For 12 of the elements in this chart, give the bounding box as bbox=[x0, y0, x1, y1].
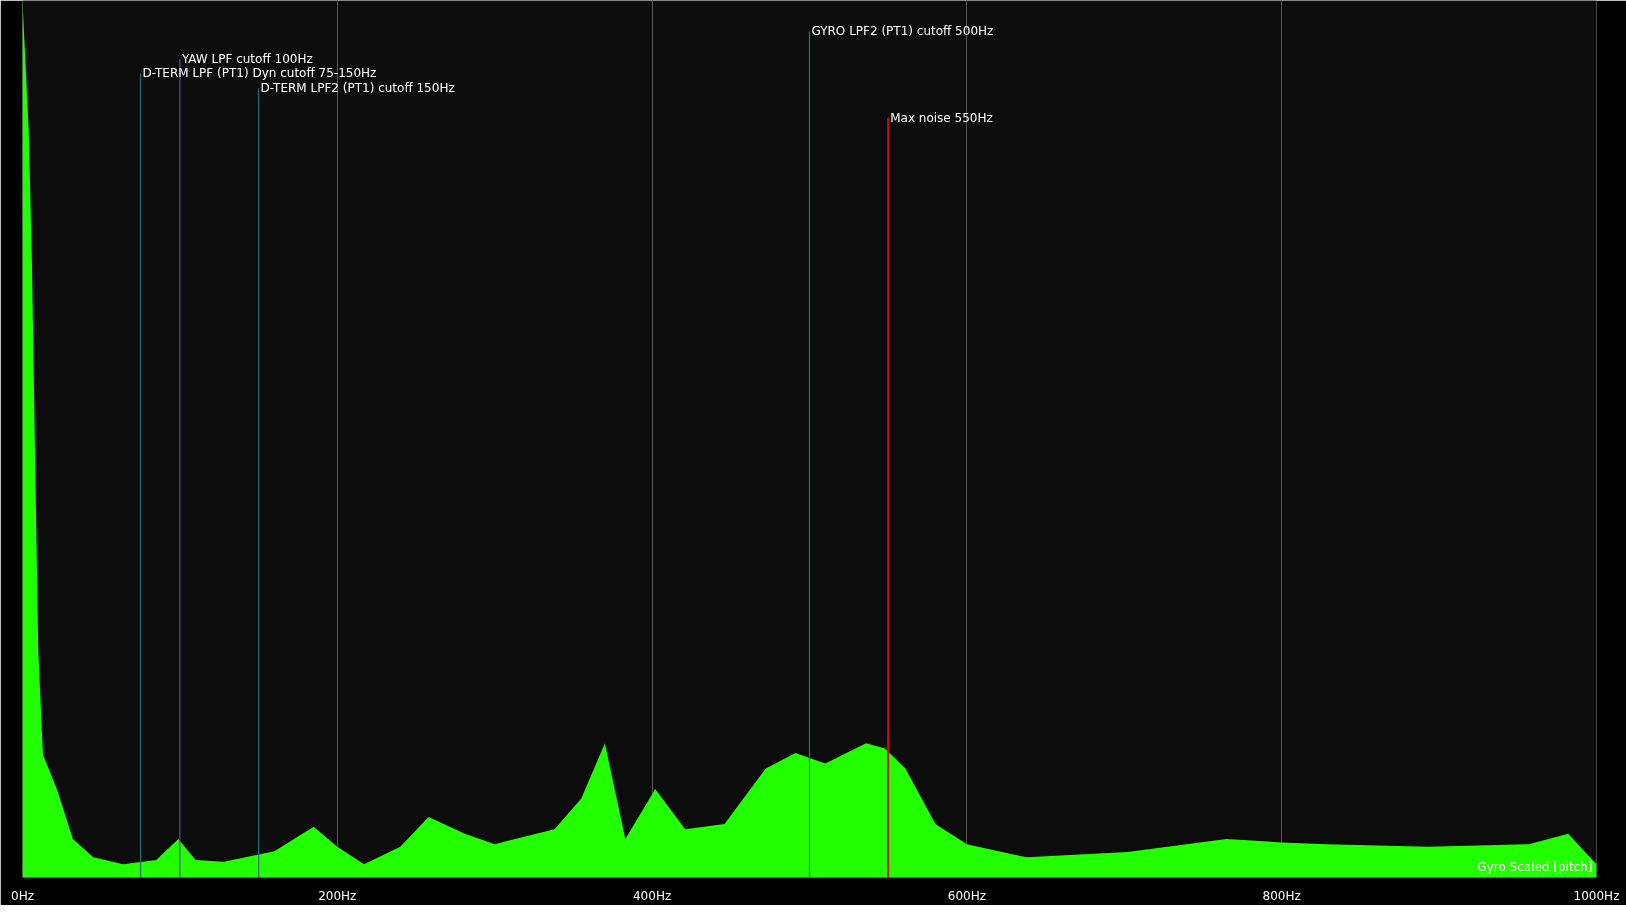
ref-line-label: GYRO LPF2 (PT1) cutoff 500Hz bbox=[811, 24, 994, 39]
x-tick-label: 0Hz bbox=[11, 888, 34, 903]
x-tick-label: 400Hz bbox=[632, 888, 672, 903]
x-tick-label: 1000Hz bbox=[1573, 888, 1620, 903]
x-tick-label: 800Hz bbox=[1262, 888, 1301, 903]
x-tick-label: 200Hz bbox=[318, 888, 357, 903]
ref-line-label: D-TERM LPF (PT1) Dyn cutoff 75-150Hz bbox=[142, 66, 377, 81]
ref-line-label: D-TERM LPF2 (PT1) cutoff 150Hz bbox=[260, 81, 455, 96]
x-tick-label: 600Hz bbox=[947, 888, 987, 903]
annotation: Gyro Scaled [pitch] bbox=[1477, 859, 1593, 874]
ref-line-label: YAW LPF cutoff 100Hz bbox=[180, 52, 313, 67]
ref-line-label: Max noise 550Hz bbox=[890, 111, 993, 126]
